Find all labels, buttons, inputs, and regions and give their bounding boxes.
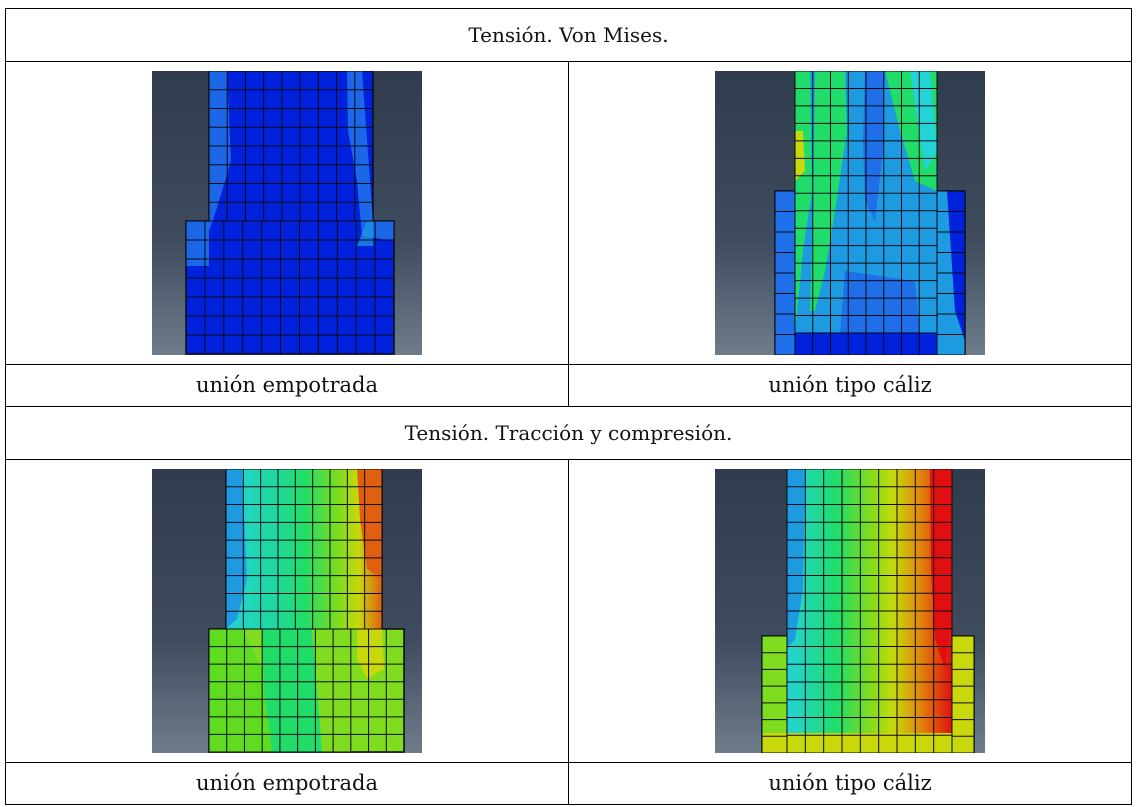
mesh-grid [225,468,383,630]
panel-tc-caliz [568,459,1132,763]
mesh-grid [761,635,788,753]
panel-tc-empotrada [5,459,569,763]
caption-vm-empotrada: unión empotrada [5,363,569,407]
mesh-grid [936,190,966,355]
panel-vm-empotrada [5,61,569,365]
mesh-grid [185,220,395,355]
mesh-grid [794,70,938,334]
mesh-grid [774,190,796,355]
fea-image-vm-empotrada [152,70,422,355]
fea-image-tc-empotrada [152,468,422,753]
mesh-grid [951,635,975,753]
panel-vm-caliz [568,61,1132,365]
fea-image-vm-caliz [715,70,985,355]
caption-tc-caliz: unión tipo cáliz [568,761,1132,806]
mesh-grid [208,628,405,753]
caption-vm-caliz: unión tipo cáliz [568,363,1132,407]
section-title-von-mises: Tensión. Von Mises. [5,7,1132,63]
figure-table: Tensión. Von Mises. [5,7,1132,806]
fea-image-tc-caliz [715,468,985,753]
caption-tc-empotrada: unión empotrada [5,761,569,806]
mesh-grid [794,332,938,355]
section-title-traccion: Tensión. Tracción y compresión. [5,405,1132,461]
